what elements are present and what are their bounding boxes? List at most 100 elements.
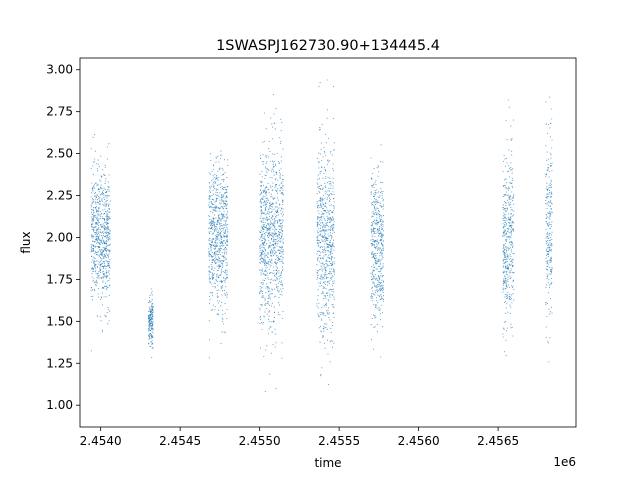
data-point (546, 203, 548, 205)
data-point (320, 148, 322, 150)
data-point (373, 239, 375, 241)
data-point (150, 312, 152, 314)
data-point (277, 212, 279, 214)
data-point (96, 219, 99, 222)
data-point (510, 217, 512, 219)
data-point (219, 207, 221, 210)
data-point (269, 150, 271, 152)
data-point (378, 276, 380, 278)
data-point (331, 211, 333, 213)
data-point (325, 175, 327, 178)
data-point (376, 212, 378, 214)
data-point (331, 346, 334, 348)
data-point (102, 277, 104, 279)
data-point (274, 239, 276, 241)
data-point (274, 247, 276, 249)
data-point (504, 233, 506, 235)
data-point (280, 222, 282, 225)
data-point (333, 219, 335, 221)
data-point (259, 250, 261, 252)
data-point (109, 265, 111, 267)
data-point (109, 278, 111, 280)
data-point (325, 327, 327, 329)
data-point (95, 251, 97, 253)
data-point (273, 244, 275, 246)
data-point (98, 203, 100, 205)
data-point (504, 221, 506, 223)
data-point (151, 294, 153, 296)
data-point (330, 257, 332, 260)
data-point (100, 269, 102, 271)
data-point (548, 239, 550, 242)
data-point (92, 186, 94, 188)
data-point (510, 240, 513, 242)
data-point (324, 233, 326, 235)
data-point (107, 233, 109, 235)
data-point (323, 230, 325, 232)
data-point (329, 268, 331, 270)
data-point (326, 197, 328, 199)
data-point (101, 271, 103, 273)
data-point (269, 201, 271, 203)
data-point (277, 249, 279, 251)
data-point (272, 197, 274, 199)
data-point (326, 220, 329, 222)
data-point (548, 251, 550, 253)
data-point (328, 254, 330, 256)
data-point (149, 325, 151, 327)
data-point (502, 333, 504, 335)
x-tick-label: 2.4540 (80, 434, 122, 448)
data-point (269, 279, 271, 281)
data-point (318, 277, 320, 279)
data-point (377, 259, 379, 261)
data-point (321, 311, 323, 313)
data-point (105, 203, 108, 205)
data-point (324, 234, 326, 236)
data-point (105, 191, 107, 194)
data-point (226, 264, 228, 266)
data-point (103, 296, 105, 298)
data-point (513, 230, 515, 232)
data-point (376, 300, 378, 302)
data-point (223, 323, 225, 325)
data-point (327, 299, 329, 301)
data-point (324, 185, 326, 187)
data-point (511, 285, 513, 287)
data-point (268, 287, 270, 289)
data-point (550, 108, 552, 110)
data-point (215, 244, 217, 246)
data-point (375, 257, 377, 259)
data-point (223, 331, 225, 333)
data-point (220, 270, 222, 272)
data-point (211, 206, 213, 208)
data-point (227, 211, 229, 213)
data-point (99, 269, 101, 271)
data-point (321, 229, 323, 231)
data-point (275, 189, 277, 191)
data-point (265, 162, 267, 164)
data-point (320, 142, 323, 144)
data-point (333, 221, 335, 223)
data-point (97, 263, 99, 265)
data-point (547, 265, 549, 267)
data-point (211, 198, 213, 200)
data-point (214, 260, 216, 262)
data-point (373, 168, 375, 170)
data-point (370, 324, 372, 326)
data-point (93, 229, 95, 231)
data-point (269, 185, 271, 187)
data-point (226, 226, 228, 228)
data-point (282, 211, 284, 213)
data-point (504, 195, 506, 197)
data-point (269, 296, 271, 299)
data-point (260, 189, 262, 191)
data-point (264, 193, 266, 195)
data-point (219, 226, 221, 228)
data-point (214, 261, 216, 263)
data-point (325, 205, 327, 207)
data-point (216, 280, 218, 283)
data-point (152, 315, 154, 317)
data-point (319, 285, 321, 287)
data-point (546, 151, 548, 153)
data-point (333, 257, 335, 259)
